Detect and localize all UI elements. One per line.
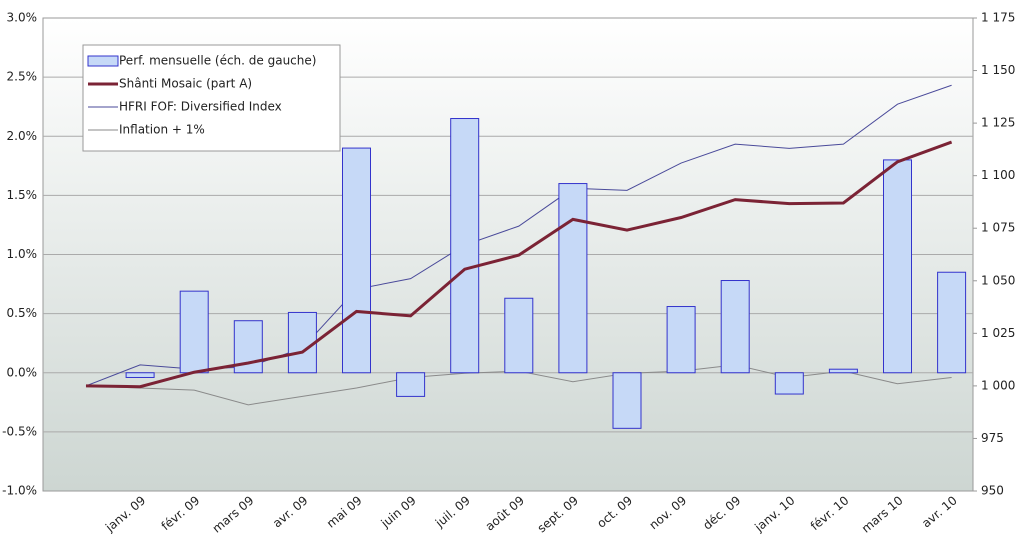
- y2-tick-label: 1 025: [981, 326, 1015, 340]
- y2-tick-label: 950: [981, 484, 1004, 498]
- bar: [450, 118, 480, 374]
- legend-label: Perf. mensuelle (éch. de gauche): [119, 54, 316, 68]
- y-tick-label: 0.5%: [7, 306, 38, 320]
- bar: [720, 280, 750, 374]
- y2-tick-label: 1 175: [981, 11, 1015, 25]
- x-tick-label: mai 09: [324, 493, 365, 530]
- legend-swatch: [87, 55, 119, 67]
- y2-tick-label: 1 150: [981, 63, 1015, 77]
- legend-label: Shânti Mosaic (part A): [119, 77, 252, 91]
- bar: [883, 159, 912, 374]
- x-tick-label: juil. 09: [432, 493, 473, 530]
- bar: [558, 183, 588, 374]
- y-tick-label: 2.0%: [7, 129, 38, 143]
- y2-tick-label: 975: [981, 431, 1004, 445]
- y-tick-label: 1.5%: [7, 188, 38, 202]
- bar: [179, 290, 209, 374]
- x-tick-label: oct. 09: [594, 493, 635, 530]
- x-tick-label: mars 10: [859, 493, 906, 535]
- bar: [287, 311, 317, 374]
- bar: [396, 372, 426, 397]
- x-tick-label: avr. 09: [270, 493, 311, 530]
- x-tick-label: févr. 09: [159, 493, 203, 533]
- bar: [125, 372, 155, 378]
- y-tick-label: 1.0%: [7, 247, 38, 261]
- y-tick-label: -0.5%: [2, 424, 37, 438]
- y2-tick-label: 1 075: [981, 221, 1015, 235]
- legend-box: [82, 44, 341, 152]
- legend-label: HFRI FOF: Diversified Index: [119, 100, 282, 114]
- x-tick-label: janv. 09: [102, 493, 148, 535]
- x-tick-label: sept. 09: [535, 493, 581, 535]
- legend-label: Inflation + 1%: [119, 123, 205, 137]
- legend: Perf. mensuelle (éch. de gauche) Shânti M…: [82, 44, 341, 152]
- bar: [612, 372, 642, 429]
- bar: [828, 368, 858, 374]
- x-tick-label: août 09: [483, 493, 527, 533]
- x-tick-label: avr. 10: [919, 493, 960, 530]
- bar: [774, 372, 804, 395]
- x-tick-label: nov. 09: [647, 493, 690, 532]
- y-tick-label: -1.0%: [2, 484, 37, 498]
- line: [85, 140, 953, 389]
- y-tick-label: 2.5%: [7, 70, 38, 84]
- y2-tick-label: 1 125: [981, 116, 1015, 130]
- x-tick-label: déc. 09: [700, 493, 743, 532]
- bar: [666, 306, 696, 374]
- x-tick-label: mars 09: [210, 493, 257, 535]
- y-tick-label: 3.0%: [7, 11, 38, 25]
- line: [85, 84, 952, 387]
- x-tick-label: févr. 10: [808, 493, 852, 533]
- bar: [342, 147, 371, 374]
- x-tick-label: janv. 10: [751, 493, 797, 535]
- x-tick-label: juin 09: [378, 493, 419, 531]
- y-tick-label: 0.0%: [7, 365, 38, 379]
- bar: [504, 297, 534, 374]
- y2-tick-label: 1 100: [981, 168, 1015, 182]
- y2-tick-label: 1 050: [981, 273, 1015, 287]
- bar: [937, 271, 967, 374]
- y2-tick-label: 1 000: [981, 378, 1015, 392]
